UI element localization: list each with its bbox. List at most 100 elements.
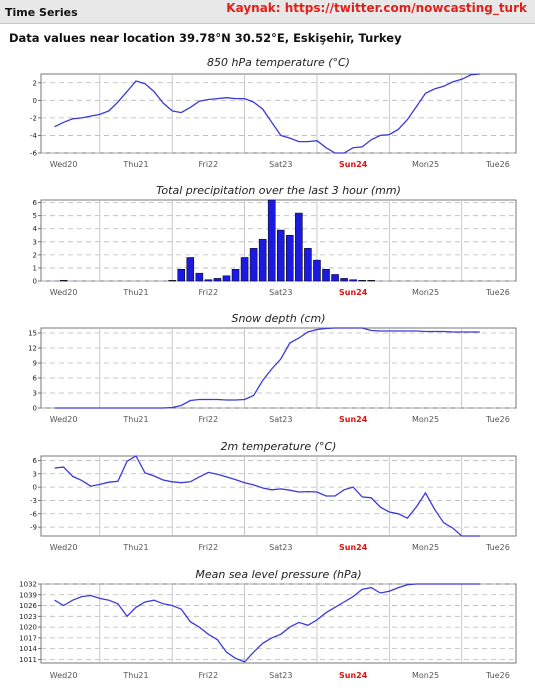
y-tick-label: 1020 [19,624,37,632]
x-tick-label: Fri22 [199,415,219,424]
x-tick-label: Tue26 [485,160,510,169]
series-line [54,73,480,154]
x-tick-label: Mon25 [412,288,439,297]
y-tick-label: -3 [30,497,37,505]
x-tick-label: Thu21 [122,543,148,552]
y-tick-label: 6 [33,375,38,383]
x-tick-label: Tue26 [485,288,510,297]
y-tick-label: 1014 [19,645,37,653]
x-tick-label: Wed20 [50,288,78,297]
x-tick-label: Sat23 [269,288,292,297]
y-tick-label: 9 [33,360,37,368]
precip-bar [276,229,285,282]
chart-title: 850 hPa temperature (°C) [207,56,350,69]
precip-bar [367,280,376,282]
x-tick-label: Wed20 [50,543,78,552]
y-tick-label: 1039 [19,591,37,599]
precip-bar [267,199,276,282]
precip-bar [186,257,195,282]
precip-bar [168,280,176,282]
precip-bar [222,275,231,282]
chart-title: 2m temperature (°C) [221,440,337,453]
y-tick-label: 4 [33,225,38,233]
precip-bar [204,279,213,282]
precip-bar [240,257,249,282]
x-tick-label: Sat23 [269,415,292,424]
x-tick-label: Sun24 [339,671,368,680]
y-tick-label: 1026 [19,602,37,610]
y-tick-label: 2 [33,79,37,87]
precip-bar [358,280,366,282]
y-tick-label: 1032 [19,581,37,589]
x-tick-label: Sun24 [339,415,368,424]
x-tick-label: Tue26 [485,671,510,680]
x-tick-label: Tue26 [485,543,510,552]
precip-bar [213,278,222,282]
precip-bar [177,268,186,282]
precip-bar [195,272,204,282]
precip-bar [231,268,240,282]
x-tick-label: Sun24 [339,543,368,552]
precip-bar [258,238,267,282]
x-tick-label: Fri22 [199,671,219,680]
y-tick-label: 3 [33,470,37,478]
plot-frame [40,327,517,409]
x-tick-label: Wed20 [50,415,78,424]
y-tick-label: -2 [30,114,37,122]
y-tick-label: 3 [33,238,37,246]
x-tick-label: Fri22 [199,160,219,169]
y-tick-label: 1023 [19,613,37,621]
y-tick-label: -6 [30,150,38,158]
y-tick-label: -9 [30,524,37,532]
chart-title: Snow depth (cm) [231,312,325,325]
y-tick-label: 2 [33,251,37,259]
x-tick-label: Fri22 [199,288,219,297]
time-series-header: Time Series Kaynak: https://twitter.com/… [0,0,535,24]
precip-bar [340,278,348,282]
x-tick-label: Sun24 [339,160,368,169]
series-line [54,455,480,537]
source-link[interactable]: Kaynak: https://twitter.com/nowcasting_t… [226,1,527,15]
y-tick-label: 1 [33,264,37,272]
x-tick-label: Wed20 [50,160,78,169]
x-tick-label: Tue26 [485,415,510,424]
precip-bar [286,235,294,282]
x-tick-label: Thu21 [122,415,148,424]
plot-frame [40,583,517,664]
y-tick-label: 0 [33,484,37,492]
plot-frame [40,455,517,537]
y-tick-label: 0 [33,405,37,413]
x-tick-label: Sat23 [269,543,292,552]
y-tick-label: 6 [33,199,38,207]
y-tick-label: 0 [33,278,37,286]
x-tick-label: Thu21 [122,288,148,297]
y-tick-label: 15 [28,330,37,338]
precip-bar [349,279,357,282]
y-tick-label: 12 [28,345,37,353]
x-tick-label: Fri22 [199,543,219,552]
y-tick-label: 1017 [19,634,37,642]
header-title: Time Series [5,6,78,19]
x-tick-label: Sat23 [269,160,292,169]
y-tick-label: 6 [33,457,38,465]
precip-bar [331,274,339,282]
x-tick-label: Sat23 [269,671,292,680]
x-tick-label: Mon25 [412,543,439,552]
x-tick-label: Thu21 [122,671,148,680]
x-tick-label: Mon25 [412,160,439,169]
x-tick-label: Wed20 [50,671,78,680]
series-line [54,327,480,409]
x-tick-label: Mon25 [412,671,439,680]
chart-title: Total precipitation over the last 3 hour… [156,184,401,197]
x-tick-label: Mon25 [412,415,439,424]
y-tick-label: 5 [33,212,37,220]
series-line [54,583,480,663]
location-subtitle: Data values near location 39.78°N 30.52°… [9,31,402,45]
precip-bar [304,248,312,282]
precip-bar [59,280,68,282]
chart-title: Mean sea level pressure (hPa) [195,568,361,581]
x-tick-label: Thu21 [122,160,148,169]
y-tick-label: 1011 [19,656,37,664]
y-tick-label: 3 [33,390,37,398]
